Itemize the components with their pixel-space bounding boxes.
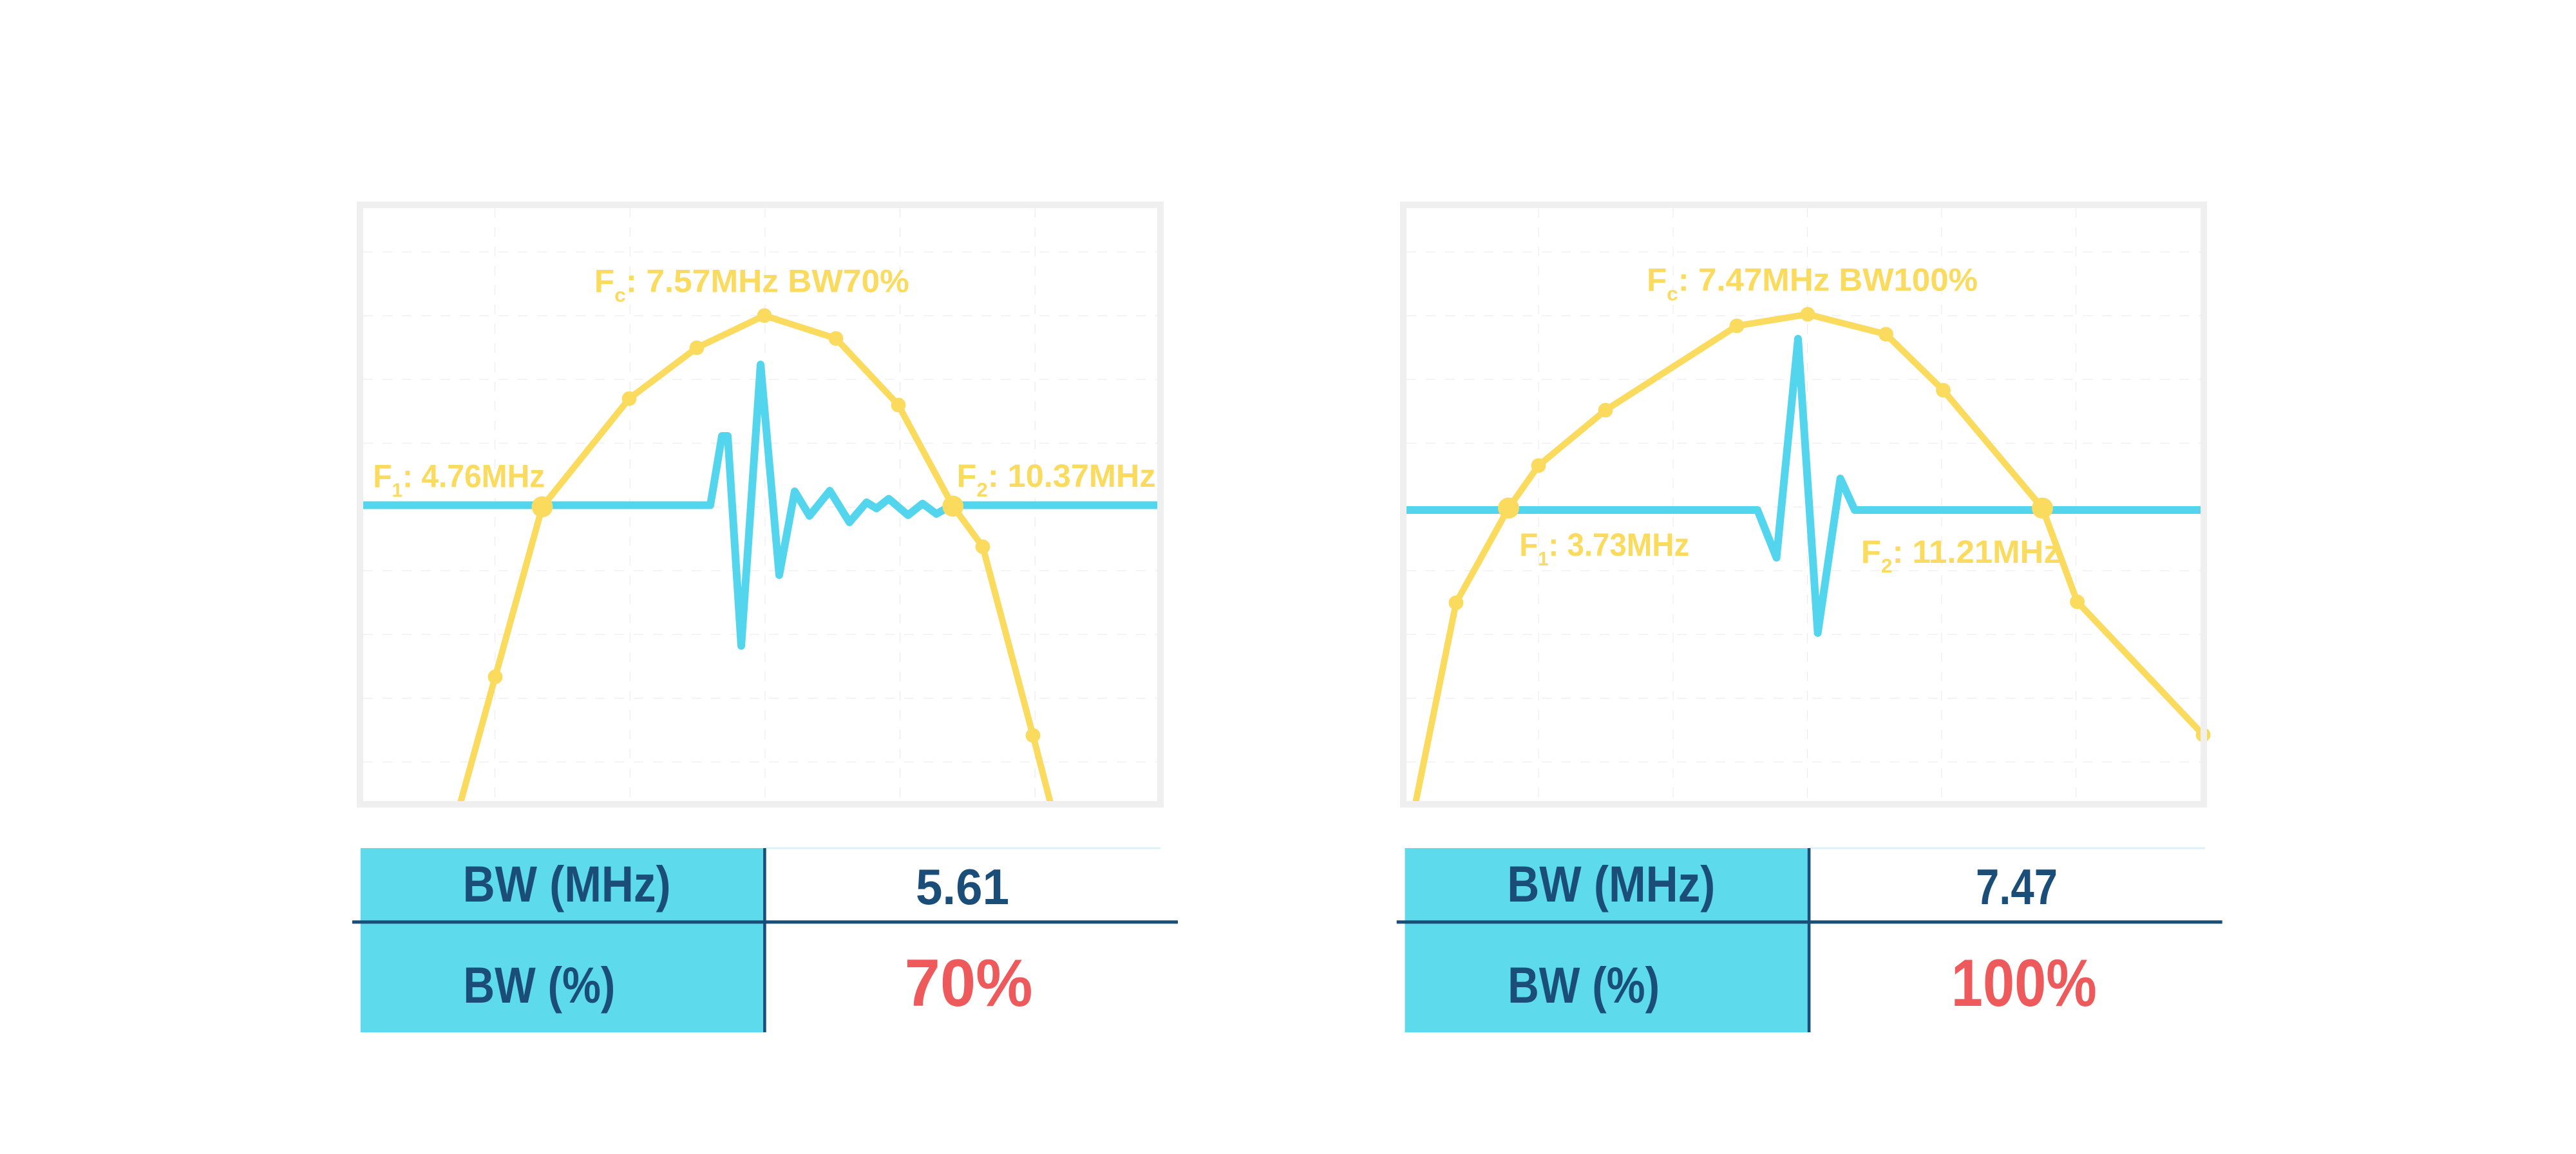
svg-text:BW (MHz): BW (MHz): [463, 855, 671, 913]
svg-text:5.61: 5.61: [916, 858, 1009, 915]
svg-text:Fc: 7.57MHz BW70%: Fc: 7.57MHz BW70%: [594, 263, 909, 307]
svg-text:100%: 100%: [1951, 946, 2097, 1021]
svg-text:Fc: 7.47MHz BW100%: Fc: 7.47MHz BW100%: [1647, 262, 1978, 305]
svg-text:F1: 4.76MHz: F1: 4.76MHz: [373, 459, 545, 502]
svg-text:F2: 10.37MHz: F2: 10.37MHz: [957, 458, 1156, 501]
svg-text:7.47: 7.47: [1976, 858, 2058, 915]
svg-text:BW (%): BW (%): [1508, 956, 1660, 1014]
svg-text:70%: 70%: [905, 946, 1033, 1021]
svg-text:BW (%): BW (%): [463, 956, 615, 1014]
svg-text:BW (MHz): BW (MHz): [1507, 855, 1715, 913]
svg-text:F2: 11.21MHz: F2: 11.21MHz: [1861, 534, 2060, 577]
svg-text:F1: 3.73MHz: F1: 3.73MHz: [1519, 527, 1689, 570]
